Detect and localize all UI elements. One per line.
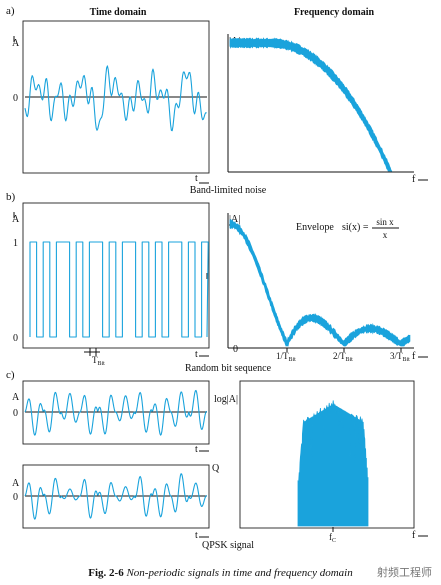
panel-qpsk-i: A 0 t: [12, 380, 210, 455]
panel-frame: [22, 202, 210, 349]
panel-frame: [239, 380, 415, 529]
axis-label-a: A: [12, 38, 20, 49]
panel-frame: [22, 380, 210, 445]
freq-tick-label: 1/TBit: [276, 351, 296, 363]
axis-label-one: 1: [13, 238, 18, 249]
noise-spectrum-trace: [229, 37, 393, 172]
panel-noise-spectrum: |A| f: [227, 34, 428, 185]
watermark: 射频工程师: [374, 563, 435, 581]
caption-qpsk-signal: QPSK signal: [202, 540, 254, 551]
label-b: b): [6, 191, 16, 203]
panel-qpsk-q: A 0 Q t: [12, 463, 220, 541]
panel-frame: [22, 20, 210, 174]
axis-label-zero: 0: [233, 344, 238, 355]
header-time-domain: Time domain: [90, 7, 147, 18]
axis-label-zero: 0: [13, 408, 18, 419]
envelope-denominator: x: [383, 230, 388, 240]
freq-tick-label: 3/TBit: [390, 351, 410, 363]
axis-label-t: t: [195, 530, 198, 541]
axis-label-t: t: [195, 444, 198, 455]
axis-label-f: f: [412, 530, 416, 541]
caption-number: Fig. 2-6: [88, 567, 124, 579]
panel-bits-spectrum: |A| 0 f Envelope si(x) = sin x x 1/TBit 2…: [227, 213, 428, 363]
panel-noise-time: A 0 t: [12, 20, 210, 184]
caption-band-limited-noise: Band-limited noise: [190, 185, 267, 196]
freq-ticks: 1/TBit 2/TBit 3/TBit: [276, 348, 410, 363]
axis-label-a: A: [12, 392, 20, 403]
tbit-label: TBit: [92, 355, 105, 367]
axis-label-zero: 0: [13, 333, 18, 344]
axis-label-f: f: [412, 351, 416, 362]
envelope-label: Envelope: [296, 222, 334, 233]
fc-label: fC: [329, 532, 336, 544]
qpsk-q-trace: [24, 473, 207, 520]
freq-tick-label: 2/TBit: [333, 351, 353, 363]
header-frequency-domain: Frequency domain: [294, 7, 375, 18]
caption-random-bit-sequence: Random bit sequence: [185, 363, 272, 374]
envelope-numerator: sin x: [376, 217, 394, 227]
sinc-spectrum-trace: [229, 219, 411, 347]
axis-label-logA: log|A|: [214, 394, 238, 405]
axis-label-zero: 0: [13, 93, 18, 104]
bit-sequence-trace: [29, 241, 209, 338]
axis-label-f: f: [412, 174, 416, 185]
axis-label-absA: |A|: [229, 214, 240, 225]
axis-label-a: A: [12, 478, 20, 489]
qpsk-i-trace: [24, 389, 207, 436]
figure-caption: Fig. 2-6 Non-periodic signals in time an…: [0, 567, 441, 579]
envelope-si: si(x) =: [342, 222, 369, 233]
caption-text: Non-periodic signals in time and frequen…: [126, 567, 353, 579]
panel-bits-time: A 1 0 t TBit: [12, 202, 210, 367]
axis-label-zero: 0: [13, 492, 18, 503]
qpsk-spectrum-trace: [297, 400, 369, 527]
axis-label-a: A: [12, 214, 20, 225]
panel-qpsk-spectrum: log|A| f fC: [214, 380, 428, 544]
axis-label-t: t: [195, 349, 198, 360]
label-c: c): [6, 369, 15, 381]
axis-label-q: Q: [212, 463, 220, 474]
panel-frame: [22, 464, 210, 529]
label-a: a): [6, 5, 15, 17]
noise-signal-trace: [24, 65, 207, 132]
axis-label-t: t: [195, 173, 198, 184]
